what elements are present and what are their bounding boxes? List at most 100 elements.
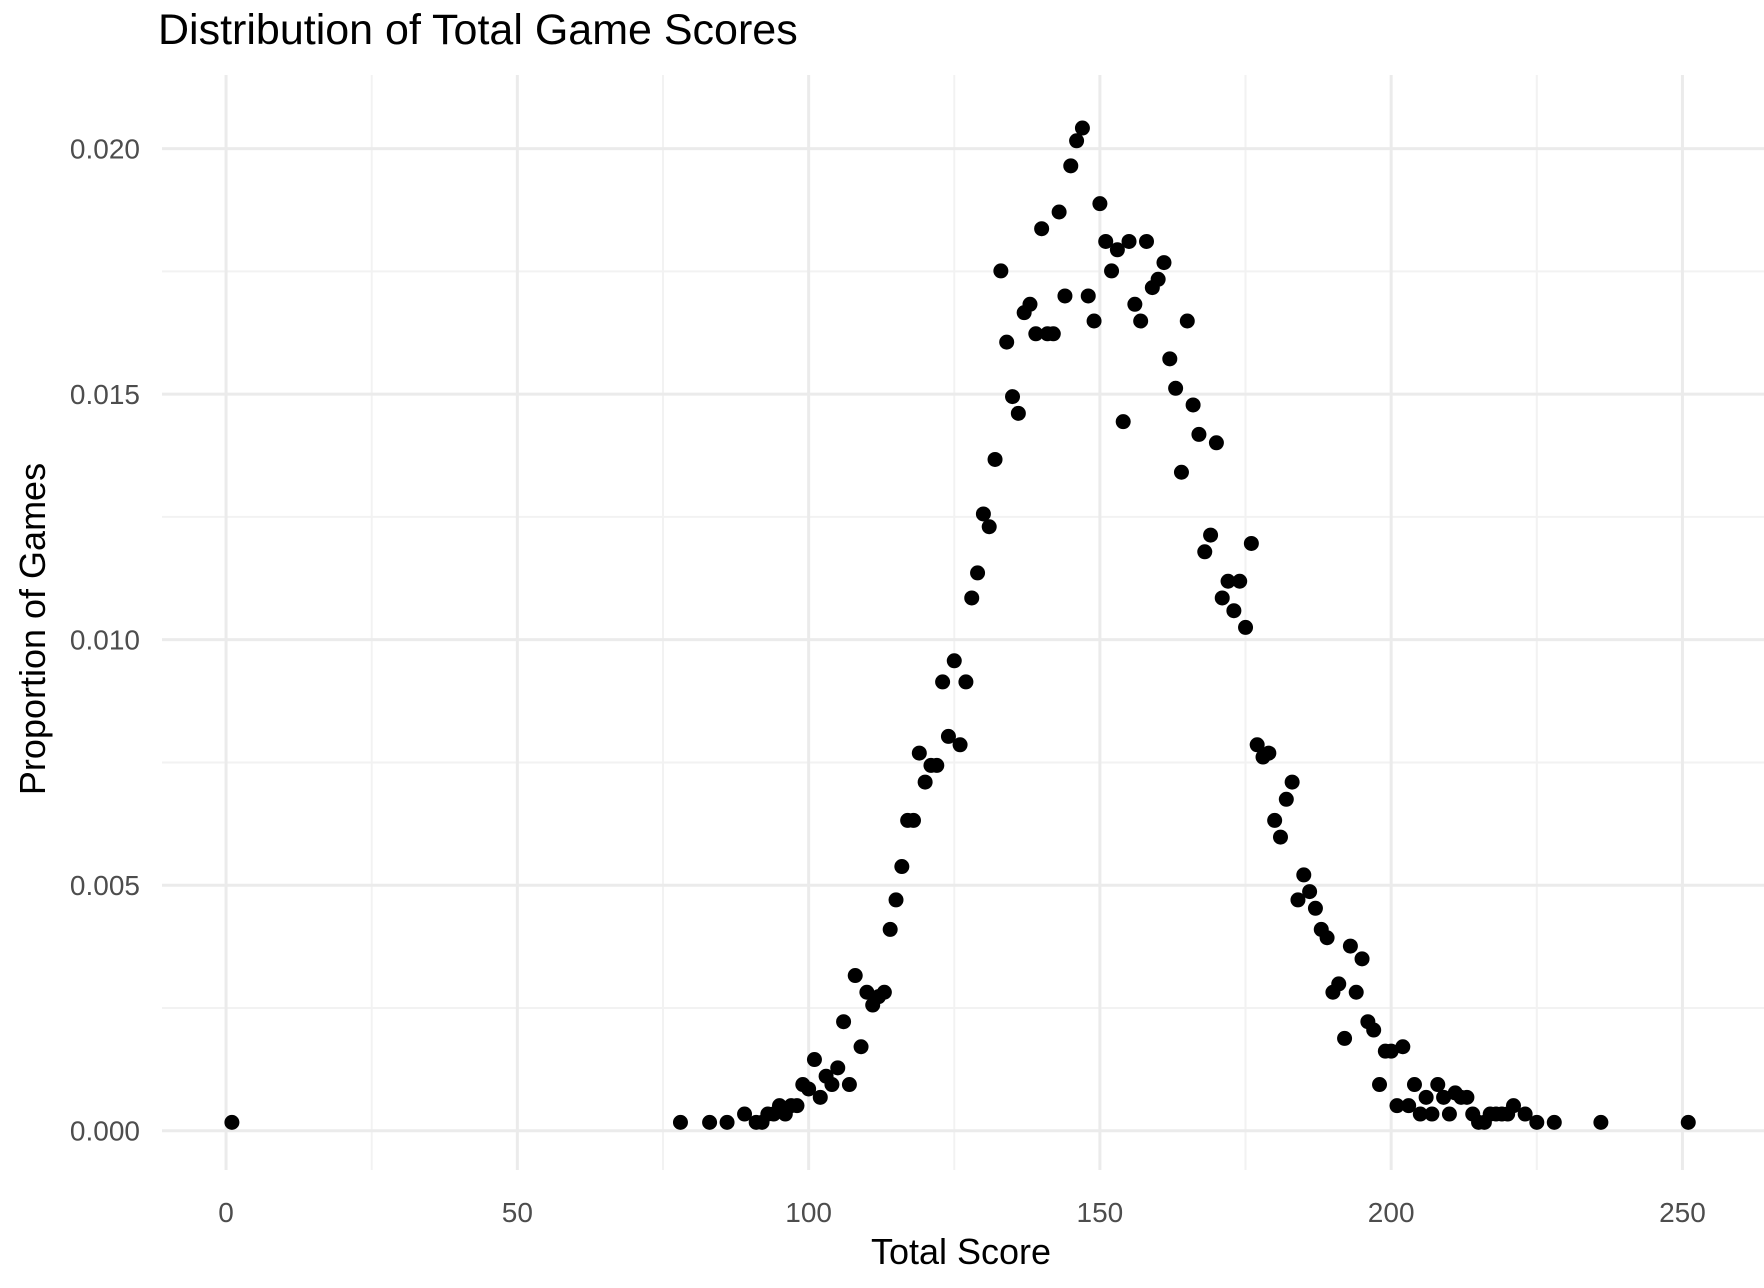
data-point xyxy=(894,859,910,875)
data-point xyxy=(853,1039,869,1055)
data-point xyxy=(1063,158,1079,174)
data-point xyxy=(1307,900,1323,916)
data-point xyxy=(1302,884,1318,900)
y-tick-label: 0.020 xyxy=(70,134,140,165)
data-point xyxy=(719,1114,735,1130)
data-point xyxy=(801,1081,817,1097)
data-point xyxy=(905,812,921,828)
data-point xyxy=(946,653,962,669)
data-point xyxy=(1156,255,1172,271)
x-tick-label: 0 xyxy=(218,1197,234,1228)
data-point xyxy=(888,892,904,908)
minor-gridlines xyxy=(162,75,1764,1170)
data-point xyxy=(1005,389,1021,405)
x-tick-label: 150 xyxy=(1077,1197,1124,1228)
data-point xyxy=(987,451,1003,467)
data-point xyxy=(1208,435,1224,451)
data-point xyxy=(1185,397,1201,413)
data-point xyxy=(672,1114,688,1130)
data-point xyxy=(1115,414,1131,430)
data-point xyxy=(1092,196,1108,212)
data-point xyxy=(1203,527,1219,543)
data-point xyxy=(1337,1030,1353,1046)
data-point xyxy=(1243,535,1259,551)
data-point xyxy=(1127,296,1143,312)
data-point xyxy=(1441,1106,1457,1122)
data-point xyxy=(1168,380,1184,396)
data-point xyxy=(1290,892,1306,908)
data-point xyxy=(702,1114,718,1130)
data-point xyxy=(1220,573,1236,589)
data-point xyxy=(1395,1039,1411,1055)
y-tick-label: 0.000 xyxy=(70,1116,140,1147)
data-point xyxy=(993,263,1009,279)
data-point xyxy=(1197,544,1213,560)
data-point xyxy=(1028,326,1044,342)
data-point xyxy=(1354,951,1370,967)
y-tick-label: 0.010 xyxy=(70,625,140,656)
data-point xyxy=(876,984,892,1000)
data-point xyxy=(1232,573,1248,589)
data-point xyxy=(1284,774,1300,790)
y-axis-ticks: 0.000 0.005 0.010 0.015 0.020 xyxy=(70,134,140,1147)
data-point xyxy=(806,1052,822,1068)
data-point xyxy=(1010,405,1026,421)
data-point xyxy=(935,674,951,690)
data-point xyxy=(1342,938,1358,954)
data-point xyxy=(1074,120,1090,136)
major-gridlines xyxy=(162,75,1764,1170)
data-point xyxy=(224,1114,240,1130)
x-axis-ticks: 0 50 100 150 200 250 xyxy=(218,1197,1706,1228)
data-point xyxy=(958,674,974,690)
data-point xyxy=(847,968,863,984)
x-tick-label: 50 xyxy=(502,1197,533,1228)
data-point xyxy=(1104,263,1120,279)
data-point xyxy=(1173,464,1189,480)
data-point xyxy=(882,921,898,937)
data-point xyxy=(737,1106,753,1122)
x-tick-label: 200 xyxy=(1368,1197,1415,1228)
data-point xyxy=(1261,745,1277,761)
y-axis-title: Proportion of Games xyxy=(12,463,53,795)
data-point xyxy=(1150,271,1166,287)
data-point xyxy=(1348,984,1364,1000)
data-point xyxy=(1267,812,1283,828)
data-point xyxy=(841,1077,857,1093)
data-point xyxy=(1249,737,1265,753)
data-point xyxy=(1098,233,1114,249)
data-point xyxy=(789,1098,805,1114)
data-point xyxy=(1057,288,1073,304)
data-point xyxy=(1226,603,1242,619)
data-point xyxy=(1086,313,1102,329)
data-point xyxy=(1418,1089,1434,1105)
data-point xyxy=(812,1089,828,1105)
data-point xyxy=(1593,1114,1609,1130)
data-point xyxy=(911,745,927,761)
data-point xyxy=(1162,351,1178,367)
data-point xyxy=(859,984,875,1000)
data-point xyxy=(940,728,956,744)
data-point xyxy=(1459,1089,1475,1105)
y-tick-label: 0.005 xyxy=(70,870,140,901)
data-point xyxy=(1436,1089,1452,1105)
data-point xyxy=(830,1060,846,1076)
data-point xyxy=(964,590,980,606)
data-point xyxy=(1529,1114,1545,1130)
data-point xyxy=(1412,1106,1428,1122)
x-tick-label: 100 xyxy=(785,1197,832,1228)
data-point xyxy=(1133,313,1149,329)
data-point xyxy=(952,737,968,753)
x-tick-label: 250 xyxy=(1659,1197,1706,1228)
data-point xyxy=(1139,233,1155,249)
data-point xyxy=(929,757,945,773)
data-point xyxy=(1069,133,1085,149)
data-point xyxy=(1389,1098,1405,1114)
data-point xyxy=(824,1077,840,1093)
data-point xyxy=(975,506,991,522)
data-point xyxy=(970,565,986,581)
data-point xyxy=(1680,1114,1696,1130)
data-point xyxy=(981,519,997,535)
data-point xyxy=(1506,1098,1522,1114)
data-point xyxy=(1179,313,1195,329)
